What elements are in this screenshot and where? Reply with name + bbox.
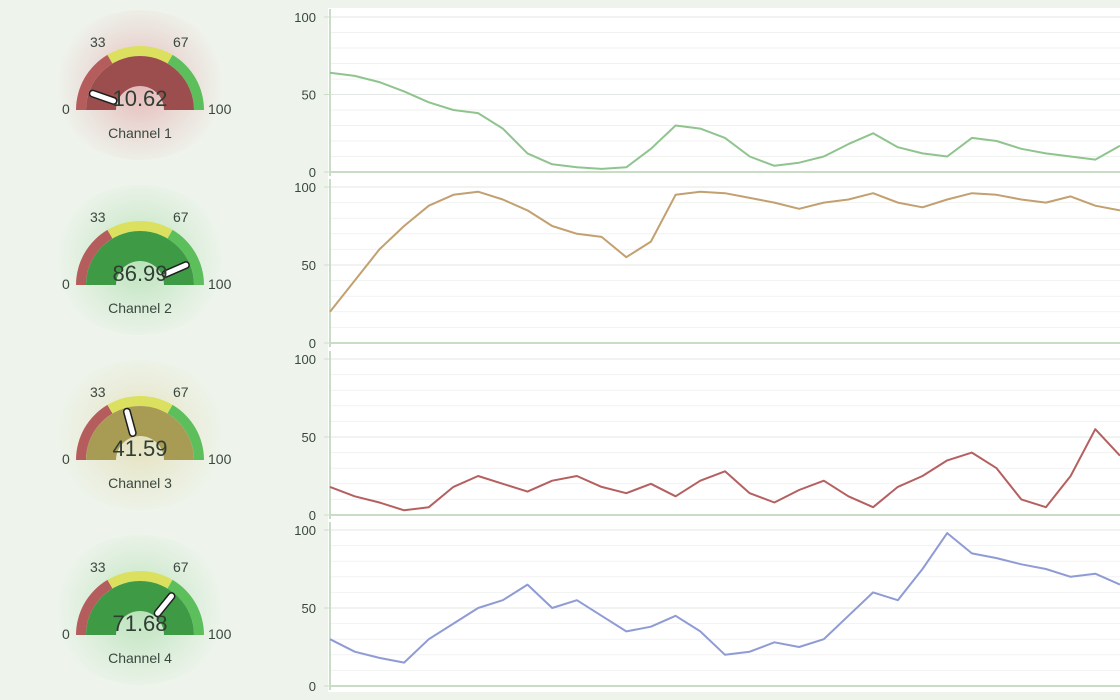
y-tick-label: 100 <box>294 523 316 538</box>
line-chart-panel: 0 50 100 <box>294 9 1120 180</box>
gauge-max-label: 100 <box>208 276 232 292</box>
y-tick-label: 0 <box>309 336 316 351</box>
y-tick-label: 0 <box>309 165 316 180</box>
gauge-green-band <box>167 579 204 635</box>
gauge-value: 71.68 <box>112 611 168 636</box>
y-tick-label: 100 <box>294 10 316 25</box>
gauge-yellow-band <box>107 221 173 239</box>
gauge-needle <box>124 409 136 436</box>
gauge-tick-67-label: 67 <box>173 384 189 400</box>
y-tick-label: 50 <box>302 258 316 273</box>
gauge-channel-4: 0 33 67 100 71.68 Channel 4 <box>0 525 290 700</box>
gauge-red-band <box>76 404 113 460</box>
y-tick-label: 0 <box>309 508 316 523</box>
gauge-min-label: 0 <box>62 276 70 292</box>
gauge-tick-33-label: 33 <box>90 384 106 400</box>
line-chart-panel: 0 50 100 <box>294 522 1120 694</box>
gauge-min-label: 0 <box>62 451 70 467</box>
gauge-needle <box>155 593 174 616</box>
gauge-red-band <box>76 54 113 110</box>
gauge-channel-name: Channel 1 <box>108 125 172 141</box>
gauge-green-band <box>167 229 204 285</box>
gauge-needle <box>163 262 189 277</box>
y-tick-label: 50 <box>302 430 316 445</box>
y-tick-label: 100 <box>294 352 316 367</box>
gauge-value: 41.59 <box>112 436 168 461</box>
gauge-red-band <box>76 229 113 285</box>
gauge-inner-fill <box>86 581 194 635</box>
gauge-channel-name: Channel 4 <box>108 650 172 666</box>
gauge-min-label: 0 <box>62 626 70 642</box>
gauge-tick-33-label: 33 <box>90 209 106 225</box>
gauge-green-band <box>167 54 204 110</box>
gauge-dial <box>76 221 204 285</box>
gauge-tick-33-label: 33 <box>90 559 106 575</box>
y-tick-label: 100 <box>294 180 316 195</box>
gauge-dial <box>76 571 204 635</box>
gauge-inner-fill <box>86 406 194 460</box>
series-line <box>329 428 1120 512</box>
gauge-red-band <box>76 579 113 635</box>
gauge-needle <box>90 91 117 104</box>
gauge-green-band <box>167 404 204 460</box>
gauge-channel-1: 0 33 67 100 10.62 Channel 1 <box>0 0 290 175</box>
y-tick-label: 0 <box>309 679 316 694</box>
gauge-yellow-band <box>107 571 173 589</box>
gauge-max-label: 100 <box>208 451 232 467</box>
gauge-yellow-band <box>107 46 173 64</box>
gauge-tick-67-label: 67 <box>173 209 189 225</box>
y-tick-label: 50 <box>302 601 316 616</box>
line-chart-panel: 0 50 100 <box>294 351 1120 523</box>
series-line <box>329 71 1120 170</box>
gauge-dial <box>76 396 204 460</box>
gauge-tick-67-label: 67 <box>173 559 189 575</box>
gauge-channel-name: Channel 3 <box>108 475 172 491</box>
line-chart-panel: 0 50 100 <box>294 179 1120 351</box>
plot-background <box>328 8 1120 692</box>
gauge-column: 0 33 67 100 10.62 Channel 1 0 33 67 100 … <box>0 0 290 700</box>
gauge-dial <box>76 46 204 110</box>
gauge-value: 10.62 <box>112 86 168 111</box>
gauge-yellow-band <box>107 396 173 414</box>
gauge-value: 86.99 <box>112 261 168 286</box>
gauge-min-label: 0 <box>62 101 70 117</box>
series-line <box>329 190 1120 313</box>
gauge-max-label: 100 <box>208 626 232 642</box>
gauge-max-label: 100 <box>208 101 232 117</box>
gauge-channel-3: 0 33 67 100 41.59 Channel 3 <box>0 350 290 525</box>
gauge-channel-2: 0 33 67 100 86.99 Channel 2 <box>0 175 290 350</box>
gauge-channel-name: Channel 2 <box>108 300 172 316</box>
gauge-tick-33-label: 33 <box>90 34 106 50</box>
y-tick-label: 50 <box>302 88 316 103</box>
series-line <box>329 532 1120 664</box>
gauge-tick-67-label: 67 <box>173 34 189 50</box>
